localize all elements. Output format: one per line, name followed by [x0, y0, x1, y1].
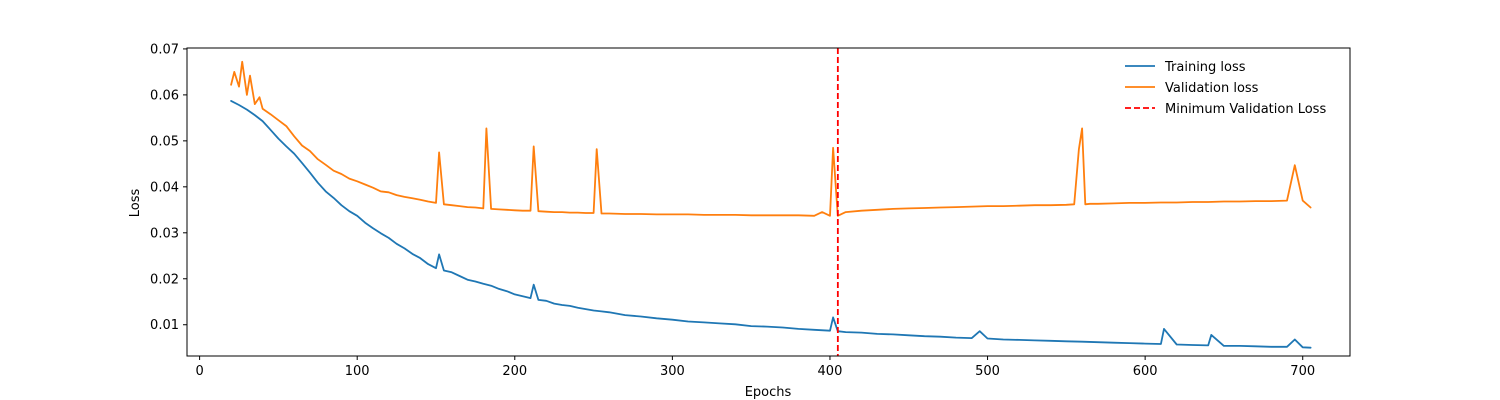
x-tick-label: 100	[345, 364, 370, 379]
x-tick-label: 0	[195, 364, 203, 379]
x-tick-label: 200	[502, 364, 527, 379]
x-tick-label: 500	[975, 364, 1000, 379]
plot-frame	[186, 47, 1351, 357]
series-line-training-loss	[230, 100, 1312, 349]
x-axis-label: Epochs	[745, 385, 792, 400]
x-tick-label: 300	[660, 364, 685, 379]
ticks: 0 100 200 300 400 500 600 700 0.01 0.02 0.03 0.04 0.…	[150, 42, 1315, 379]
x-tick-label: 700	[1290, 364, 1315, 379]
legend: Training loss Validation loss Minimum Vali…	[1125, 60, 1326, 117]
series-line-validation-loss	[230, 60, 1312, 217]
x-tick-label: 600	[1133, 364, 1158, 379]
legend-label: Training loss	[1164, 60, 1246, 75]
y-tick-label: 0.07	[150, 42, 179, 57]
series-layer	[230, 60, 1312, 349]
legend-label: Validation loss	[1165, 81, 1259, 96]
y-tick-label: 0.05	[150, 134, 179, 149]
y-tick-label: 0.03	[150, 226, 179, 241]
axes	[186, 47, 1351, 357]
y-tick-label: 0.01	[150, 318, 179, 333]
x-tick-label: 400	[818, 364, 843, 379]
y-tick-label: 0.06	[150, 88, 179, 103]
legend-label: Minimum Validation Loss	[1165, 102, 1326, 117]
y-tick-label: 0.04	[150, 180, 179, 195]
y-tick-label: 0.02	[150, 272, 179, 287]
y-axis-label: Loss	[128, 189, 143, 218]
